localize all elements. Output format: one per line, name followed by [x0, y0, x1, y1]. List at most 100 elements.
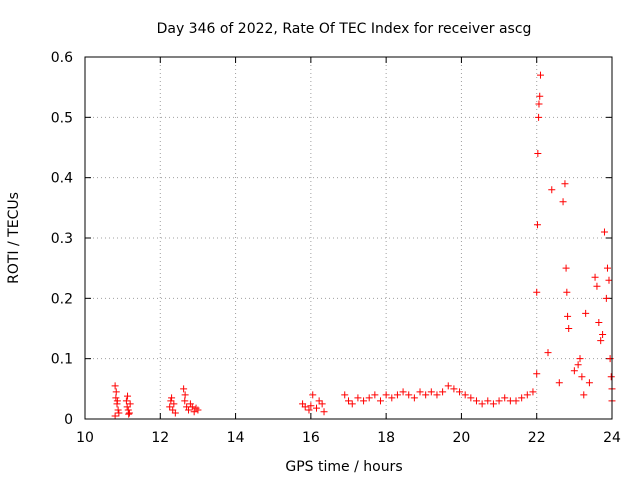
data-point: [495, 397, 503, 405]
data-point: [171, 409, 179, 417]
data-point: [427, 388, 435, 396]
data-point: [585, 379, 593, 387]
data-point: [593, 282, 601, 290]
y-tick-label: 0.5: [51, 110, 73, 126]
x-tick-label: 12: [151, 430, 169, 446]
data-point: [111, 412, 119, 420]
y-tick-label: 0.6: [51, 50, 73, 66]
data-point: [194, 406, 202, 414]
x-tick-label: 14: [227, 430, 245, 446]
data-point: [582, 309, 590, 317]
data-point: [559, 198, 567, 206]
data-point: [467, 394, 475, 402]
data-point: [574, 361, 582, 369]
data-point: [320, 408, 328, 416]
data-point: [603, 264, 611, 272]
data-point: [422, 391, 430, 399]
data-point: [578, 373, 586, 381]
data-point: [605, 276, 613, 284]
data-point: [534, 150, 542, 158]
data-point: [399, 388, 407, 396]
data-point: [112, 388, 120, 396]
x-axis-label: GPS time / hours: [285, 459, 402, 475]
data-point: [444, 382, 452, 390]
data-point: [348, 400, 356, 408]
y-tick-label: 0.3: [51, 231, 73, 247]
data-point: [606, 355, 614, 363]
data-point: [450, 385, 458, 393]
data-point: [533, 221, 541, 229]
data-point: [536, 92, 544, 100]
data-point: [186, 400, 194, 408]
data-point: [472, 397, 480, 405]
data-point: [181, 397, 189, 405]
data-point: [478, 400, 486, 408]
data-point: [544, 349, 552, 357]
data-point: [124, 392, 132, 400]
data-point: [168, 394, 176, 402]
data-point: [307, 402, 315, 410]
data-point: [313, 404, 321, 412]
data-point: [365, 394, 373, 402]
data-points: [111, 71, 616, 420]
data-point: [123, 403, 131, 411]
data-point: [125, 410, 133, 418]
data-point: [371, 391, 379, 399]
data-point: [416, 388, 424, 396]
data-point: [341, 391, 349, 399]
data-point: [309, 391, 317, 399]
data-point: [563, 288, 571, 296]
data-point: [576, 355, 584, 363]
x-tick-label: 20: [453, 430, 471, 446]
data-point: [125, 409, 133, 417]
data-point: [433, 391, 441, 399]
x-tick-label: 16: [302, 430, 320, 446]
data-point: [190, 408, 198, 416]
data-point: [535, 113, 543, 121]
data-point: [523, 391, 531, 399]
chart-title: Day 346 of 2022, Rate Of TEC Index for r…: [157, 21, 532, 37]
data-point: [533, 370, 541, 378]
data-point: [111, 382, 119, 390]
data-point: [126, 400, 134, 408]
data-point: [439, 388, 447, 396]
data-point: [410, 394, 418, 402]
data-point: [185, 406, 193, 414]
data-point: [181, 391, 189, 399]
data-point: [354, 394, 362, 402]
data-point: [188, 403, 196, 411]
data-point: [518, 394, 526, 402]
data-point: [600, 228, 608, 236]
data-point: [591, 273, 599, 281]
data-point: [301, 403, 309, 411]
data-point: [170, 400, 178, 408]
x-tick-label: 22: [528, 430, 546, 446]
data-point: [595, 318, 603, 326]
data-point: [376, 397, 384, 405]
data-point: [535, 100, 543, 108]
data-point: [536, 71, 544, 79]
data-point: [318, 400, 326, 408]
data-point: [484, 397, 492, 405]
data-point: [607, 373, 615, 381]
data-point: [597, 337, 605, 345]
data-point: [382, 391, 390, 399]
data-point: [562, 264, 570, 272]
data-point: [112, 394, 120, 402]
data-point: [192, 404, 200, 412]
data-point: [305, 406, 313, 414]
data-point: [501, 394, 509, 402]
data-point: [512, 397, 520, 405]
data-point: [315, 397, 323, 405]
plot-frame: [84, 56, 613, 420]
data-point: [564, 312, 572, 320]
data-point: [167, 397, 175, 405]
data-point: [599, 331, 607, 339]
y-tick-label: 0.4: [51, 171, 73, 187]
data-point: [393, 391, 401, 399]
data-point: [565, 325, 573, 332]
grid: [85, 57, 612, 419]
data-point: [533, 288, 541, 296]
